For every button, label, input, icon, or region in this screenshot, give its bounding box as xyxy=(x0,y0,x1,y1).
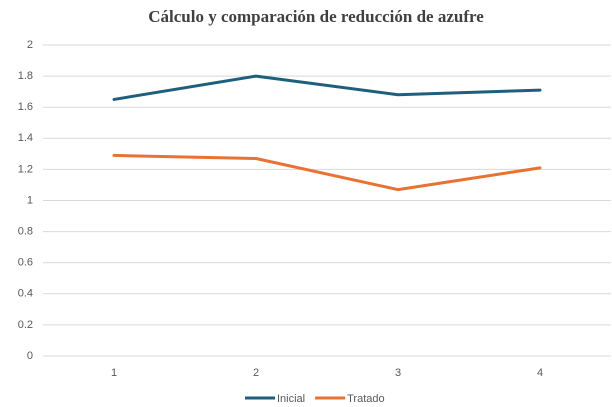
y-tick-label: 1.2 xyxy=(18,163,33,175)
line-series xyxy=(112,74,542,101)
chart-title: Cálculo y comparación de reducción de az… xyxy=(148,7,484,26)
y-tick-label: 1 xyxy=(27,194,33,206)
y-tick-label: 0.6 xyxy=(18,257,33,269)
y-tick-label: 1.6 xyxy=(18,101,33,113)
y-tick-label: 1.8 xyxy=(18,70,33,82)
y-tick-label: 0.4 xyxy=(18,288,33,300)
x-tick-label: 2 xyxy=(253,367,259,379)
legend-label: Tratado xyxy=(347,393,385,405)
y-tick-label: 1.4 xyxy=(18,132,33,144)
x-tick-label: 3 xyxy=(395,367,401,379)
y-tick-label: 0.2 xyxy=(18,319,33,331)
x-tick-label: 4 xyxy=(537,367,543,379)
y-tick-label: 0 xyxy=(27,350,33,362)
x-tick-label: 1 xyxy=(111,367,117,379)
line-series xyxy=(112,153,542,192)
legend-label: Inicial xyxy=(277,393,305,405)
y-tick-label: 0.8 xyxy=(18,226,33,238)
y-tick-label: 2 xyxy=(27,39,33,51)
